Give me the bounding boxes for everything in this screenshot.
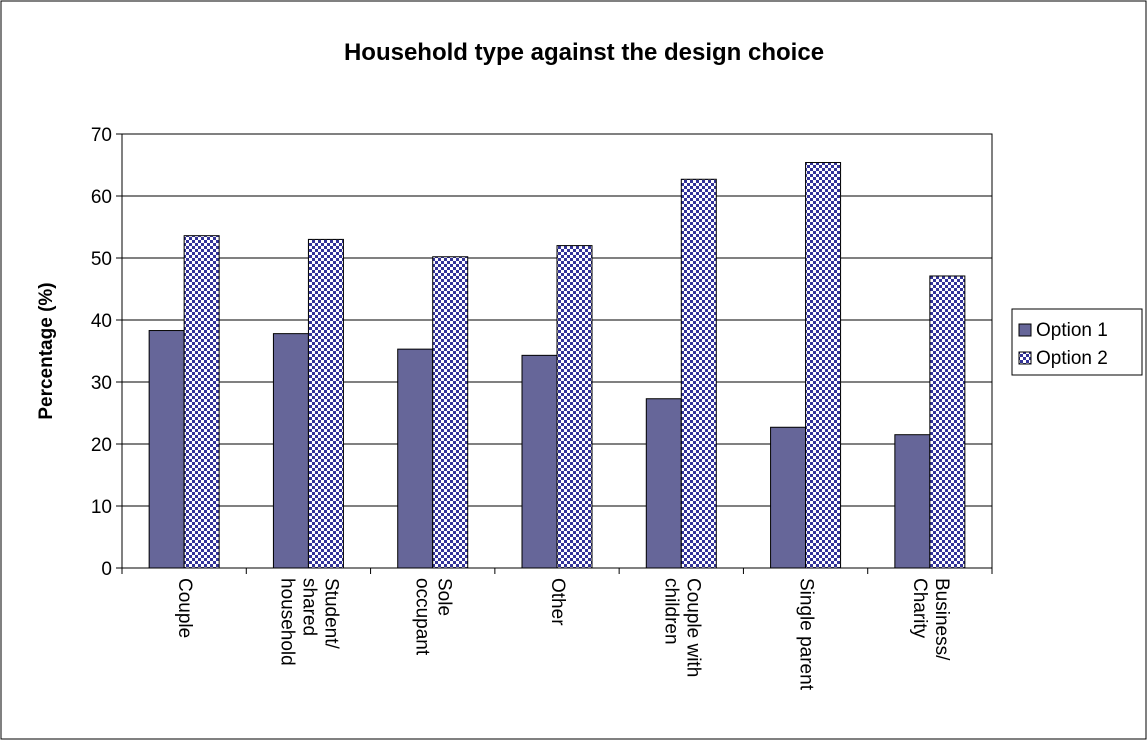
x-tick-label-line: household [276, 578, 297, 666]
bar-option-1 [521, 354, 558, 569]
x-tick-label-line: Charity [909, 578, 930, 639]
x-tick-label-line: shared [298, 578, 319, 636]
legend-label-option-2: Option 2 [1036, 348, 1108, 369]
y-tick-label: 30 [91, 373, 112, 394]
bar-option-1 [770, 426, 807, 569]
bar-option-2 [432, 256, 469, 569]
x-tick-label: Other [547, 578, 568, 626]
x-tick-label-line: children [660, 578, 681, 645]
bar-option-2 [307, 238, 344, 569]
chart-title: Household type against the design choice [344, 39, 824, 66]
x-tick-label-line: Sole [434, 578, 455, 616]
y-tick-label: 10 [91, 497, 112, 518]
y-tick-label: 50 [91, 249, 112, 270]
legend-box [1011, 308, 1143, 376]
legend-label-option-1: Option 1 [1036, 320, 1108, 341]
x-tick-label-line: occupant [412, 578, 433, 656]
bar-option-1 [645, 398, 682, 569]
y-tick-label: 60 [91, 187, 112, 208]
legend-swatch-option-1 [1018, 323, 1032, 337]
bars [148, 162, 966, 569]
bar-option-1 [272, 333, 309, 569]
legend: Option 1 Option 2 [1011, 308, 1143, 376]
axes: 0 10 20 30 40 50 60 70 Couple Student/sharedhouse… [91, 125, 993, 691]
y-tick-label: 40 [91, 311, 112, 332]
legend-swatch-option-2 [1018, 351, 1032, 365]
x-tick-label: Business/Charity [909, 578, 952, 661]
bar-option-2 [680, 178, 717, 569]
bar-option-2 [556, 245, 593, 569]
y-tick-label: 70 [91, 125, 112, 146]
bar-option-2 [929, 275, 966, 569]
x-tick-label-line: Student/ [320, 578, 341, 649]
bar-option-1 [148, 330, 185, 569]
x-tick-label-line: Single parent [796, 578, 817, 691]
x-tick-label: Single parent [796, 578, 817, 691]
y-tick-label: 20 [91, 435, 112, 456]
y-tick-label: 0 [101, 559, 112, 580]
bar-option-1 [894, 434, 931, 569]
x-tick-label-line: Other [547, 578, 568, 626]
bar-option-1 [397, 348, 434, 569]
x-tick-label-line: Couple [174, 578, 195, 638]
x-tick-label: Couple [174, 578, 195, 638]
y-axis-label: Percentage (%) [36, 282, 57, 419]
x-tick-label-line: Couple with [682, 578, 703, 677]
x-tick-label-line: Business/ [931, 578, 952, 661]
bar-option-2 [805, 162, 842, 569]
bar-option-2 [183, 235, 220, 569]
